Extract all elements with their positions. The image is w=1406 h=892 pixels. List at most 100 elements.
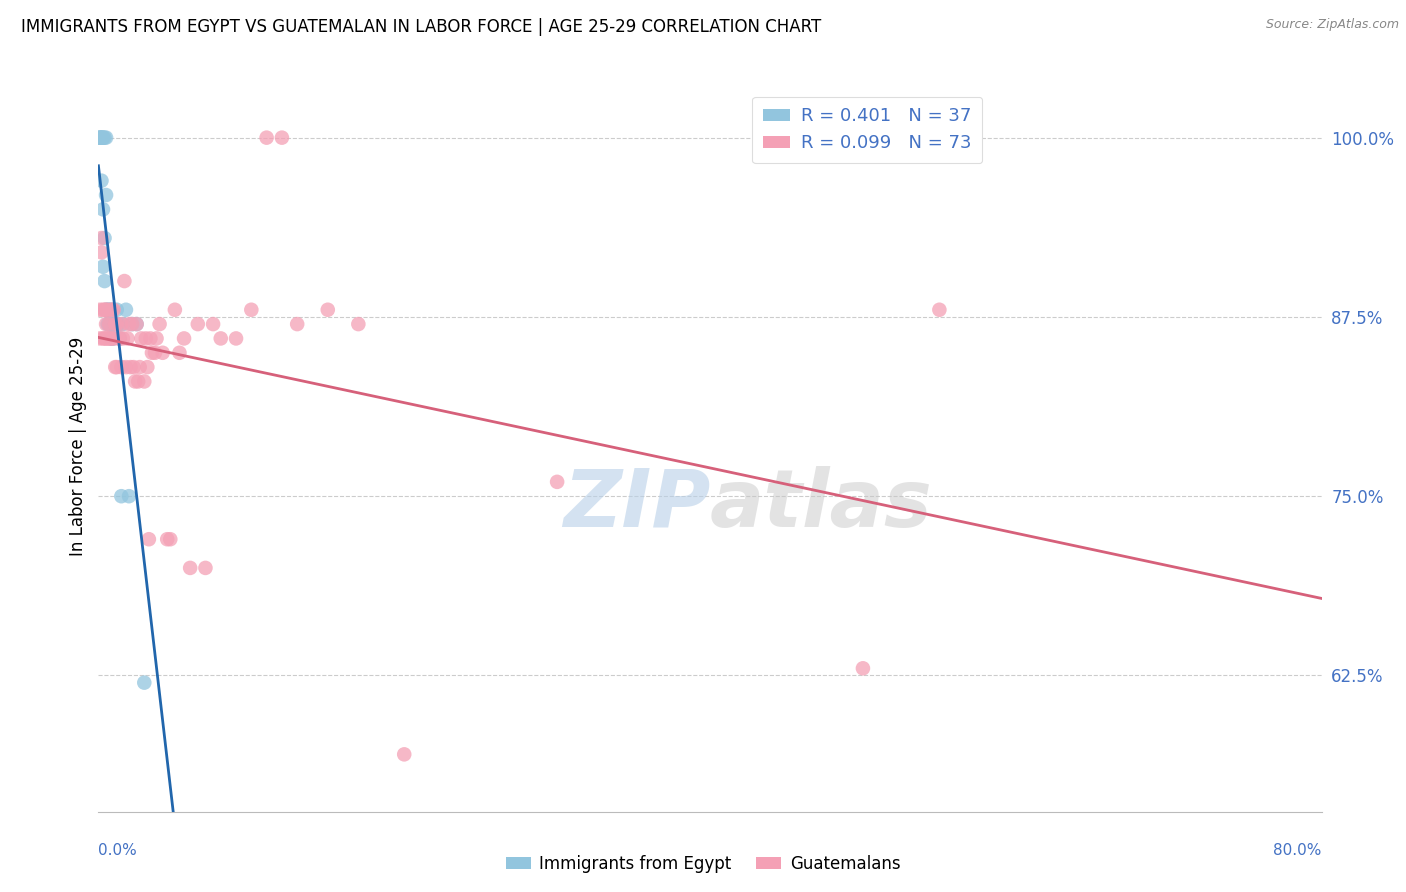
Point — [285, 317, 308, 331]
Point — [107, 331, 129, 345]
Point — [100, 331, 122, 345]
Point — [105, 360, 128, 375]
Point — [97, 302, 120, 317]
Point — [94, 302, 117, 317]
Legend: Immigrants from Egypt, Guatemalans: Immigrants from Egypt, Guatemalans — [499, 848, 907, 880]
Point — [270, 130, 292, 145]
Point — [392, 747, 416, 762]
Point — [89, 331, 111, 345]
Point — [110, 489, 132, 503]
Point — [135, 331, 157, 345]
Point — [91, 130, 114, 145]
Text: IMMIGRANTS FROM EGYPT VS GUATEMALAN IN LABOR FORCE | AGE 25-29 CORRELATION CHART: IMMIGRANTS FROM EGYPT VS GUATEMALAN IN L… — [21, 18, 821, 36]
Point — [100, 302, 122, 317]
Text: Source: ZipAtlas.com: Source: ZipAtlas.com — [1265, 18, 1399, 31]
Point — [110, 317, 132, 331]
Point — [89, 130, 111, 145]
Point — [105, 302, 128, 317]
Point — [101, 331, 124, 345]
Point — [93, 302, 115, 317]
Point — [127, 375, 149, 389]
Point — [108, 331, 131, 345]
Point — [122, 360, 145, 375]
Point — [112, 274, 135, 288]
Point — [89, 302, 111, 317]
Point — [90, 231, 112, 245]
Point — [101, 317, 124, 331]
Point — [90, 174, 112, 188]
Point — [316, 302, 339, 317]
Point — [111, 317, 134, 331]
Point — [93, 231, 115, 245]
Point — [209, 331, 232, 345]
Point — [118, 489, 141, 503]
Point — [134, 675, 156, 690]
Point — [103, 331, 125, 345]
Point — [101, 331, 124, 345]
Point — [129, 331, 152, 345]
Point — [100, 302, 122, 317]
Point — [852, 661, 875, 675]
Point — [89, 130, 111, 145]
Point — [225, 331, 247, 345]
Text: ZIP: ZIP — [562, 466, 710, 543]
Point — [121, 317, 143, 331]
Point — [93, 331, 115, 345]
Point — [91, 331, 114, 345]
Point — [94, 317, 117, 331]
Point — [93, 274, 115, 288]
Point — [91, 302, 114, 317]
Legend: R = 0.401   N = 37, R = 0.099   N = 73: R = 0.401 N = 37, R = 0.099 N = 73 — [752, 96, 983, 163]
Point — [141, 345, 163, 359]
Text: 0.0%: 0.0% — [98, 843, 138, 858]
Point — [104, 360, 127, 375]
Point — [90, 245, 112, 260]
Point — [256, 130, 278, 145]
Point — [103, 331, 125, 345]
Point — [90, 130, 112, 145]
Point — [101, 302, 124, 317]
Point — [104, 317, 127, 331]
Point — [121, 317, 143, 331]
Point — [110, 360, 132, 375]
Point — [100, 331, 122, 345]
Point — [179, 561, 201, 575]
Point — [159, 533, 181, 547]
Point — [118, 317, 141, 331]
Point — [138, 533, 160, 547]
Point — [240, 302, 263, 317]
Point — [94, 302, 117, 317]
Point — [120, 360, 142, 375]
Point — [91, 202, 114, 217]
Text: atlas: atlas — [710, 466, 932, 543]
Point — [125, 317, 148, 331]
Point — [98, 317, 121, 331]
Point — [94, 130, 117, 145]
Point — [173, 331, 195, 345]
Point — [103, 317, 125, 331]
Point — [202, 317, 225, 331]
Point — [104, 317, 127, 331]
Point — [111, 331, 134, 345]
Point — [125, 317, 148, 331]
Point — [97, 317, 120, 331]
Point — [117, 331, 139, 345]
Point — [149, 317, 172, 331]
Point — [928, 302, 950, 317]
Point — [90, 130, 112, 145]
Point — [187, 317, 209, 331]
Point — [94, 188, 117, 202]
Point — [124, 375, 146, 389]
Point — [97, 302, 120, 317]
Point — [105, 317, 128, 331]
Point — [152, 345, 174, 359]
Y-axis label: In Labor Force | Age 25-29: In Labor Force | Age 25-29 — [69, 336, 87, 556]
Point — [169, 345, 191, 359]
Point — [163, 302, 186, 317]
Point — [108, 331, 131, 345]
Point — [89, 130, 111, 145]
Point — [98, 317, 121, 331]
Point — [194, 561, 217, 575]
Point — [98, 302, 121, 317]
Point — [94, 331, 117, 345]
